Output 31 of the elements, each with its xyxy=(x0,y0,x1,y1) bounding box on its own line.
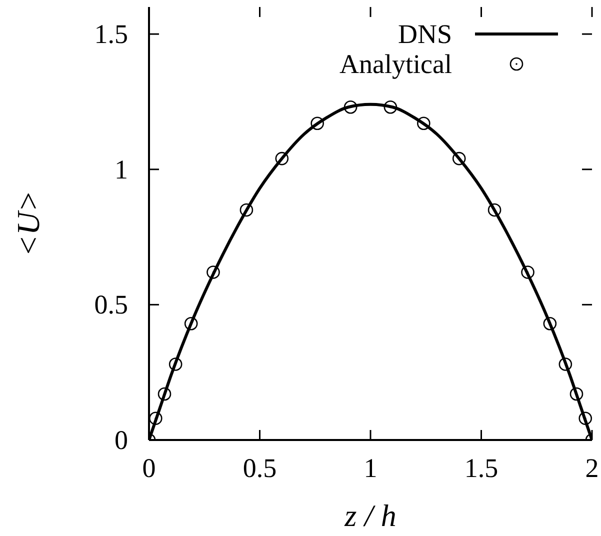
y-axis-title: <U> xyxy=(10,190,46,257)
point xyxy=(578,412,592,425)
point xyxy=(310,116,324,130)
point xyxy=(344,100,358,114)
x-tick-label: 0.5 xyxy=(242,453,277,483)
legend-label: Analytical xyxy=(340,49,452,79)
y-tick-label: 0.5 xyxy=(94,290,128,320)
point xyxy=(452,152,466,166)
point xyxy=(149,412,162,425)
point xyxy=(158,387,172,401)
point xyxy=(543,316,557,330)
x-tick-label: 1 xyxy=(364,453,378,483)
point xyxy=(417,116,430,130)
y-tick-label: 1 xyxy=(114,154,128,184)
point xyxy=(488,203,502,217)
y-tick-label: 1.5 xyxy=(94,19,128,50)
point xyxy=(240,203,254,217)
point xyxy=(168,358,182,371)
x-tick-label: 0 xyxy=(142,453,156,483)
y-tick-label: 0 xyxy=(114,425,128,455)
x-tick-label: 1.5 xyxy=(464,453,498,483)
point xyxy=(570,387,584,401)
point xyxy=(206,266,220,279)
x-tick-label: 2 xyxy=(585,453,599,483)
legend-label: DNS xyxy=(398,19,452,49)
point xyxy=(558,358,572,371)
point xyxy=(184,316,198,330)
point xyxy=(521,266,534,279)
point xyxy=(384,100,398,114)
point xyxy=(275,152,289,166)
x-axis-title: z / h xyxy=(344,498,396,533)
